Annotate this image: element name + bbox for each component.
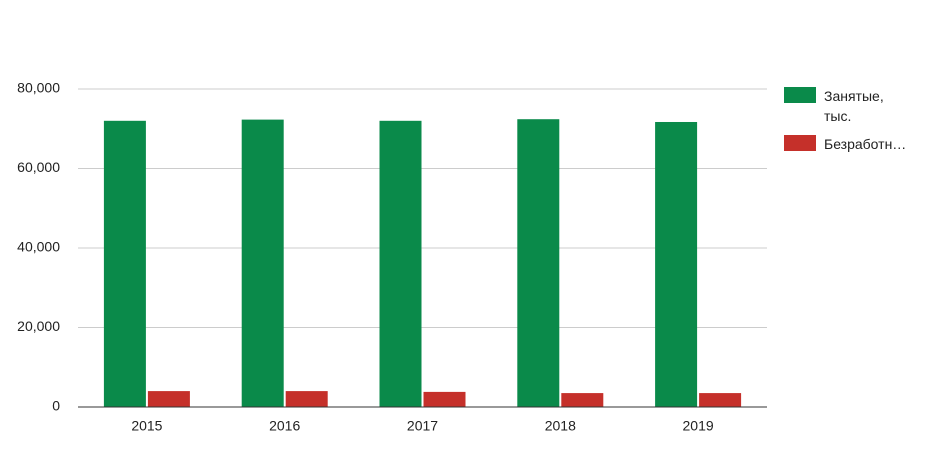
bar [379,120,422,408]
x-tick-label: 2018 [545,418,576,434]
x-tick-label: 2015 [131,418,162,434]
legend-item: Безработн… [784,134,924,154]
bar [285,391,328,407]
y-tick-label: 80,000 [17,80,60,96]
legend-swatch [784,135,816,151]
legend-item: Занятые, тыс. [784,86,924,126]
y-tick-label: 60,000 [17,159,60,175]
bar [103,120,146,408]
bar [655,121,698,408]
x-tick-label: 2016 [269,418,300,434]
x-tick-label: 2019 [683,418,714,434]
bar [561,393,604,407]
x-tick-label: 2017 [407,418,438,434]
legend-swatch [784,87,816,103]
bar [699,393,742,407]
bar [423,391,466,407]
legend-label: Безработн… [824,136,907,152]
bar [147,391,190,407]
legend: Занятые, тыс. Безработн… [784,86,924,162]
y-tick-label: 40,000 [17,239,60,255]
y-tick-label: 0 [52,398,60,414]
bar [517,119,560,408]
legend-label: Занятые, тыс. [824,88,884,124]
bar [241,119,284,408]
y-tick-label: 20,000 [17,318,60,334]
